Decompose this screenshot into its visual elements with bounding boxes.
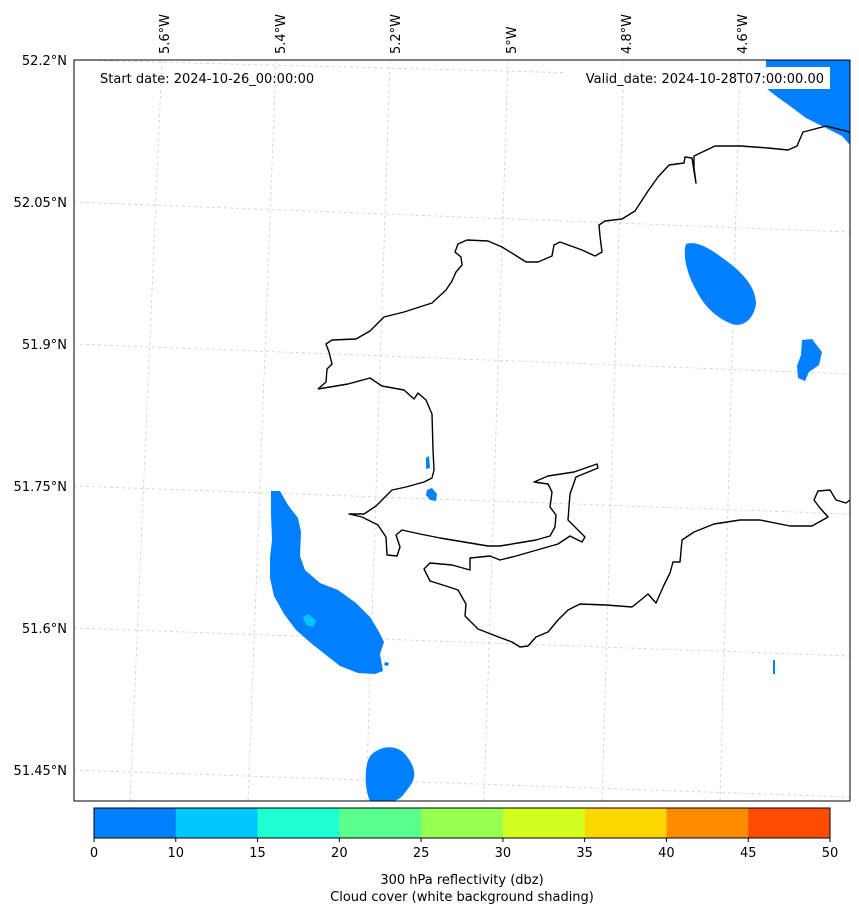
colorbar-label: 300 hPa reflectivity (dbz) (380, 873, 543, 888)
colorbar-tick-label: 20 (331, 846, 348, 861)
colorbar-tick-label: 15 (249, 846, 266, 861)
valid-date-box (564, 67, 830, 89)
colorbar: 0 10 15 20 25 30 35 40 45 50 300 hPa reflectivity… (90, 807, 838, 905)
colorbar-swatch (339, 808, 422, 838)
colorbar-tick-label: 25 (413, 846, 430, 861)
lat-label-52.2n: 52.2°N (22, 54, 67, 69)
colorbar-swatch (584, 808, 667, 838)
lon-label-4.6w: 4.6°W (736, 14, 751, 54)
lon-label-5.6w: 5.6°W (158, 14, 173, 54)
colorbar-tick-label: 30 (495, 846, 512, 861)
start-date-label: Start date: 2024-10-26_00:00:00 (100, 72, 314, 87)
lon-label-5.4w: 5.4°W (274, 14, 289, 54)
colorbar-swatch (666, 808, 749, 838)
coastline-north (317, 125, 851, 390)
colorbar-frame (93, 807, 831, 839)
colorbar-swatch (748, 808, 831, 838)
lat-label-51.6n: 51.6°N (22, 622, 67, 637)
coastline-central (317, 377, 851, 648)
reflectivity-cell-s (365, 747, 415, 801)
reflectivity-cell-small1 (426, 456, 430, 469)
reflectivity-cell-e1 (684, 243, 756, 325)
lat-label-51.75n: 51.75°N (14, 480, 67, 495)
colorbar-swatch (175, 808, 259, 838)
reflectivity-cell-e2 (797, 339, 822, 381)
reflectivity-cell-dot (384, 662, 389, 666)
colorbar-sublabel: Cloud cover (white background shading) (330, 890, 594, 905)
map-frame (73, 59, 851, 802)
colorbar-ticks: 0 10 15 20 25 30 35 40 45 50 (90, 838, 838, 861)
lon-label-5w: 5°W (505, 26, 520, 54)
lat-label-51.9n: 51.9°N (22, 338, 67, 353)
reflectivity-cell-small3 (773, 660, 775, 674)
colorbar-tick-label: 40 (658, 846, 675, 861)
colorbar-swatches (94, 808, 831, 838)
colorbar-swatch (94, 808, 177, 838)
colorbar-tick-label: 10 (168, 846, 185, 861)
colorbar-swatch (257, 808, 340, 838)
valid-date-label: Valid_date: 2024-10-28T07:00:00.00 (586, 72, 824, 87)
lon-label-5.2w: 5.2°W (389, 14, 404, 54)
colorbar-tick-label: 35 (576, 846, 593, 861)
latitude-labels: 52.2°N 52.05°N 51.9°N 51.75°N 51.6°N 51.… (14, 54, 67, 779)
map-background (74, 60, 850, 801)
lat-label-51.45n: 51.45°N (14, 764, 67, 779)
meridian-5.6w (129, 59, 163, 802)
reflectivity-cell-sw (270, 491, 384, 674)
colorbar-swatch (502, 808, 586, 838)
lat-label-52.05n: 52.05°N (14, 196, 67, 211)
colorbar-tick-label: 0 (90, 846, 98, 861)
coastline (317, 125, 851, 648)
reflectivity-cell-small2 (426, 488, 437, 501)
reflectivity-cell-mid (303, 614, 316, 627)
colorbar-tick-label: 50 (822, 846, 839, 861)
longitude-labels: 5.6°W 5.4°W 5.2°W 5°W 4.8°W 4.6°W (158, 14, 751, 54)
lon-label-4.8w: 4.8°W (620, 14, 635, 54)
graticule (73, 59, 851, 802)
colorbar-swatch (421, 808, 504, 838)
colorbar-tick-label: 45 (740, 846, 757, 861)
